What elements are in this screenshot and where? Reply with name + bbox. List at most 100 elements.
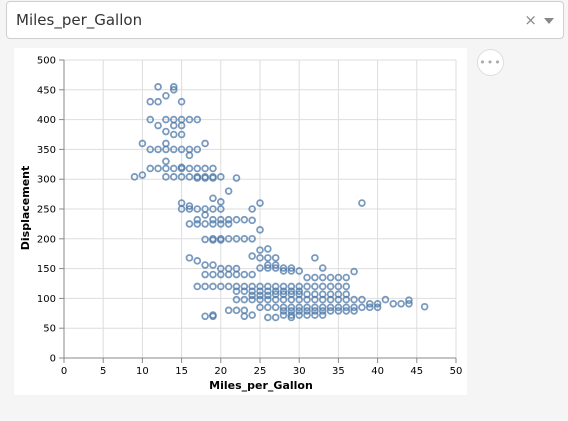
data-point [185, 202, 194, 210]
data-point [350, 303, 358, 312]
data-point [217, 282, 225, 291]
data-point [169, 130, 178, 139]
data-point [256, 246, 264, 254]
data-point [240, 282, 249, 291]
data-point [334, 303, 343, 312]
data-point [146, 145, 155, 154]
x-tick-label: 5 [100, 366, 106, 377]
actions-menu-button[interactable]: ••• [477, 49, 504, 76]
data-point [334, 307, 343, 315]
chevron-down-icon[interactable] [544, 18, 554, 24]
x-axis-title: Miles_per_Gallon [209, 379, 313, 392]
y-tick-label: 150 [37, 264, 56, 275]
data-point [373, 299, 382, 308]
chart-panel: 0 5 10 15 20 25 30 35 40 45 50 0 50 100 150 200 250 300 35… [14, 48, 467, 395]
data-point [405, 296, 413, 304]
data-point [224, 306, 233, 315]
data-point [185, 151, 194, 160]
data-point [240, 235, 249, 243]
data-point [224, 220, 233, 228]
data-point [318, 282, 327, 291]
y-tick-label: 50 [43, 324, 56, 335]
data-point [209, 311, 217, 319]
data-point [350, 307, 358, 315]
data-point [256, 226, 264, 234]
data-point [169, 83, 178, 91]
data-point [303, 311, 311, 319]
y-axis-title: Displacement [19, 166, 32, 251]
data-point [271, 295, 280, 304]
data-point [326, 273, 335, 282]
y-tick-label: 250 [37, 205, 56, 216]
data-point [256, 291, 264, 300]
data-point [146, 97, 155, 106]
clear-icon[interactable]: × [524, 11, 537, 29]
x-tick-label: 25 [254, 366, 267, 377]
data-point [271, 261, 280, 269]
data-point [177, 97, 186, 106]
data-point [232, 295, 241, 304]
data-point [365, 299, 374, 308]
data-point [146, 164, 155, 173]
data-point [303, 307, 311, 315]
data-point [248, 252, 256, 260]
data-point [303, 282, 311, 291]
data-point [279, 307, 288, 315]
data-point [287, 295, 296, 304]
data-point [201, 282, 209, 291]
data-point [264, 287, 272, 296]
data-point [146, 115, 155, 124]
data-point [193, 164, 202, 173]
field-select[interactable]: Miles_per_Gallon × [6, 1, 564, 39]
data-point [185, 254, 194, 262]
data-point [271, 313, 280, 322]
data-point [326, 303, 335, 312]
data-point [303, 273, 311, 282]
data-point [201, 261, 209, 269]
data-point [311, 273, 319, 282]
x-tick-label: 20 [214, 366, 227, 377]
y-tick-label: 300 [37, 175, 56, 186]
data-point [193, 115, 202, 124]
data-point [350, 267, 358, 276]
chart-grid [63, 59, 457, 359]
data-point [217, 220, 225, 228]
data-point [271, 287, 280, 296]
data-point [232, 174, 241, 182]
data-point [162, 164, 170, 173]
y-tick-label: 500 [37, 56, 56, 67]
data-point [162, 91, 170, 100]
data-point [169, 145, 178, 154]
data-point [177, 130, 186, 139]
data-point [193, 205, 202, 213]
data-point [232, 287, 241, 296]
data-point [193, 257, 202, 265]
x-tick-label: 0 [61, 366, 67, 377]
data-point [287, 282, 296, 291]
data-point [240, 295, 249, 304]
data-point [201, 174, 209, 182]
x-tick-label: 30 [293, 366, 306, 377]
chart-points [130, 83, 429, 322]
data-point [271, 282, 280, 291]
data-point [162, 145, 170, 154]
data-point [130, 173, 139, 181]
data-point [311, 311, 319, 319]
data-point [177, 121, 186, 130]
data-point [177, 205, 186, 213]
data-point [295, 303, 304, 312]
data-point [256, 303, 264, 312]
data-point [326, 295, 335, 304]
data-point [264, 282, 272, 291]
data-point [358, 303, 366, 312]
data-point [264, 313, 272, 322]
data-point [232, 235, 241, 243]
data-point [162, 139, 170, 148]
data-point [217, 173, 225, 181]
data-point [279, 287, 288, 296]
data-point [224, 215, 233, 224]
data-point [311, 307, 319, 315]
data-point [365, 303, 374, 312]
data-point [185, 173, 194, 181]
data-point [162, 115, 170, 124]
